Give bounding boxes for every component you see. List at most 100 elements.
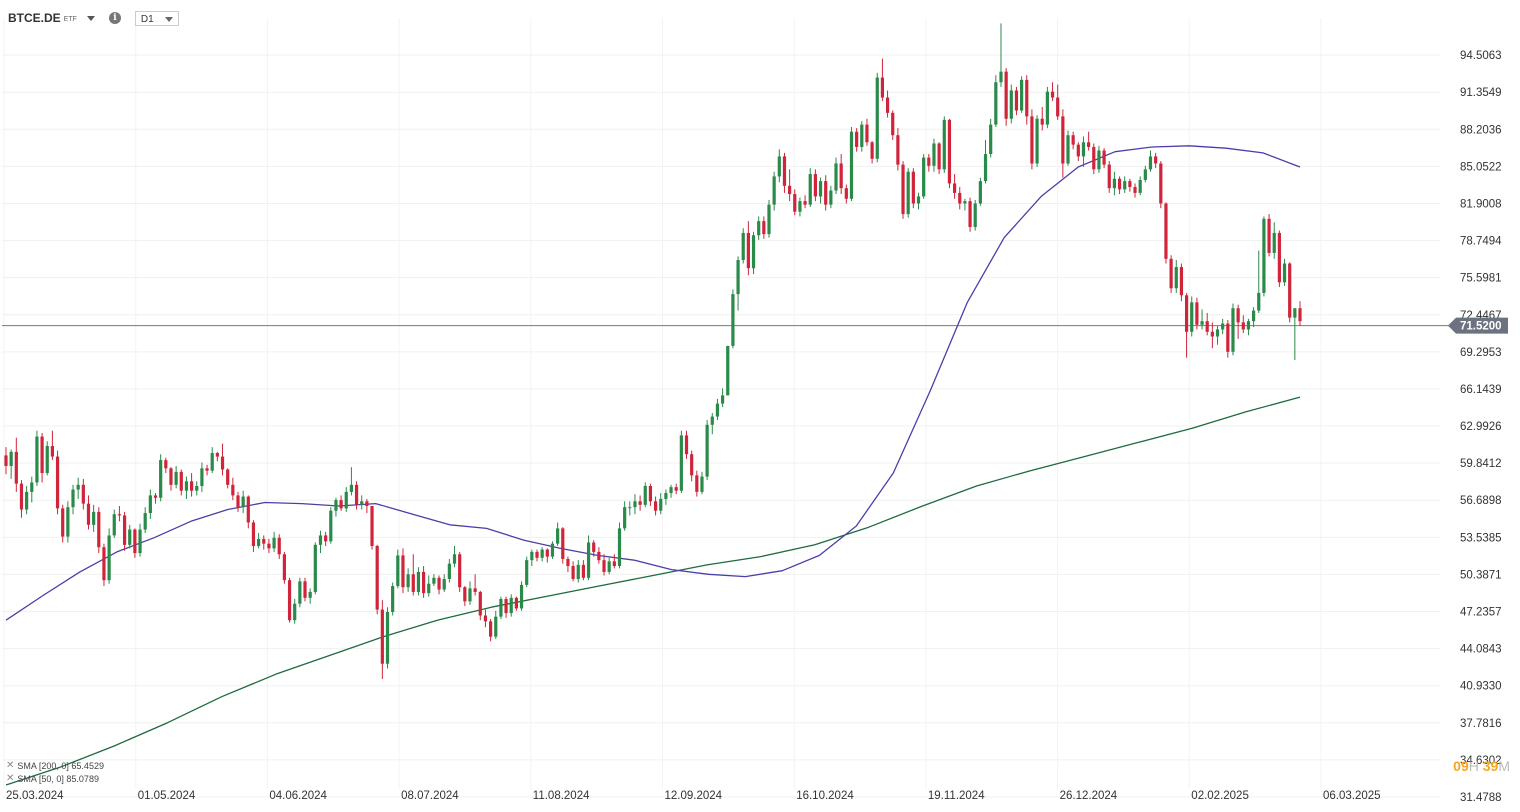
candle[interactable] xyxy=(421,566,426,598)
candle[interactable] xyxy=(30,476,34,503)
candle[interactable] xyxy=(586,535,591,581)
candle[interactable] xyxy=(349,467,354,496)
candle[interactable] xyxy=(1179,263,1184,302)
candle[interactable] xyxy=(9,449,13,479)
candle[interactable] xyxy=(885,90,890,118)
candle[interactable] xyxy=(875,72,879,163)
candle[interactable] xyxy=(715,398,720,421)
candle[interactable] xyxy=(1148,150,1153,172)
candle[interactable] xyxy=(736,256,740,311)
candle[interactable] xyxy=(267,538,271,554)
candle[interactable] xyxy=(489,619,493,642)
candle[interactable] xyxy=(1092,143,1096,175)
candle[interactable] xyxy=(303,577,307,602)
candle[interactable] xyxy=(1277,230,1281,288)
candle[interactable] xyxy=(4,447,8,475)
candle[interactable] xyxy=(922,154,926,199)
candle[interactable] xyxy=(447,558,451,583)
candle[interactable] xyxy=(757,216,761,240)
candle[interactable] xyxy=(226,468,230,489)
candle[interactable] xyxy=(772,171,776,211)
candle[interactable] xyxy=(215,451,219,462)
candle[interactable] xyxy=(648,483,653,507)
candle[interactable] xyxy=(1081,136,1086,167)
candle[interactable] xyxy=(1066,130,1070,166)
candle[interactable] xyxy=(272,531,276,552)
candle[interactable] xyxy=(1246,318,1251,336)
candle[interactable] xyxy=(1267,214,1271,257)
candle[interactable] xyxy=(478,590,482,621)
candle[interactable] xyxy=(602,554,606,576)
candle[interactable] xyxy=(179,469,183,496)
price-axis[interactable]: 94.5063 91.3549 88.2036 85.0522 81.9008 78.74… xyxy=(1460,50,1502,804)
candle[interactable] xyxy=(968,197,972,232)
candle[interactable] xyxy=(762,216,766,239)
candle[interactable] xyxy=(679,430,683,494)
candle[interactable] xyxy=(1190,296,1194,337)
candle[interactable] xyxy=(1025,75,1029,125)
candle[interactable] xyxy=(251,520,256,552)
candle[interactable] xyxy=(1128,178,1132,192)
candle[interactable] xyxy=(514,596,518,611)
candle[interactable] xyxy=(411,554,415,596)
candle[interactable] xyxy=(277,534,281,559)
candle[interactable] xyxy=(700,471,704,495)
candle[interactable] xyxy=(581,560,586,581)
candle[interactable] xyxy=(1071,131,1075,150)
candle[interactable] xyxy=(308,588,312,604)
candle[interactable] xyxy=(1154,152,1158,169)
chevron-down-icon[interactable] xyxy=(86,15,95,21)
candle[interactable] xyxy=(659,493,663,515)
candle[interactable] xyxy=(1112,171,1117,196)
candle[interactable] xyxy=(112,509,116,538)
candle[interactable] xyxy=(1298,301,1302,326)
candle[interactable] xyxy=(1200,309,1204,330)
candle[interactable] xyxy=(607,557,611,575)
candle[interactable] xyxy=(1174,259,1178,293)
candle[interactable] xyxy=(71,484,75,515)
candle[interactable] xyxy=(318,530,323,554)
candle[interactable] xyxy=(437,575,441,595)
candle[interactable] xyxy=(257,533,261,549)
candle[interactable] xyxy=(1097,145,1101,173)
candle[interactable] xyxy=(92,504,96,532)
candle[interactable] xyxy=(365,498,369,514)
candle[interactable] xyxy=(205,464,209,476)
candle[interactable] xyxy=(906,168,910,218)
candle[interactable] xyxy=(1282,258,1287,286)
candle[interactable] xyxy=(483,609,488,628)
candle[interactable] xyxy=(1020,76,1024,113)
candle[interactable] xyxy=(153,493,158,504)
candle[interactable] xyxy=(834,157,838,195)
candle[interactable] xyxy=(983,139,988,184)
candle[interactable] xyxy=(824,175,828,211)
candle[interactable] xyxy=(612,554,616,569)
candle[interactable] xyxy=(220,443,225,476)
candle[interactable] xyxy=(1159,161,1163,209)
candle[interactable] xyxy=(999,23,1003,87)
candle[interactable] xyxy=(1061,109,1065,178)
candle[interactable] xyxy=(952,174,957,199)
candle[interactable] xyxy=(293,598,297,624)
candle[interactable] xyxy=(592,540,596,557)
candle[interactable] xyxy=(896,128,900,171)
candle[interactable] xyxy=(380,600,384,680)
candle[interactable] xyxy=(1117,176,1122,195)
candle[interactable] xyxy=(416,567,421,596)
candle[interactable] xyxy=(855,128,859,152)
candle[interactable] xyxy=(143,507,147,534)
candle[interactable] xyxy=(344,487,348,512)
candle[interactable] xyxy=(623,501,627,531)
candle[interactable] xyxy=(1056,84,1060,120)
candle[interactable] xyxy=(1169,255,1173,293)
candle[interactable] xyxy=(927,154,931,172)
candle[interactable] xyxy=(463,586,467,607)
candle[interactable] xyxy=(231,477,235,501)
candle[interactable] xyxy=(499,596,503,620)
candle[interactable] xyxy=(66,501,70,543)
candle[interactable] xyxy=(1288,262,1292,323)
candle[interactable] xyxy=(1087,131,1091,151)
candle[interactable] xyxy=(128,524,132,549)
candle[interactable] xyxy=(370,506,374,550)
candle[interactable] xyxy=(519,581,524,611)
